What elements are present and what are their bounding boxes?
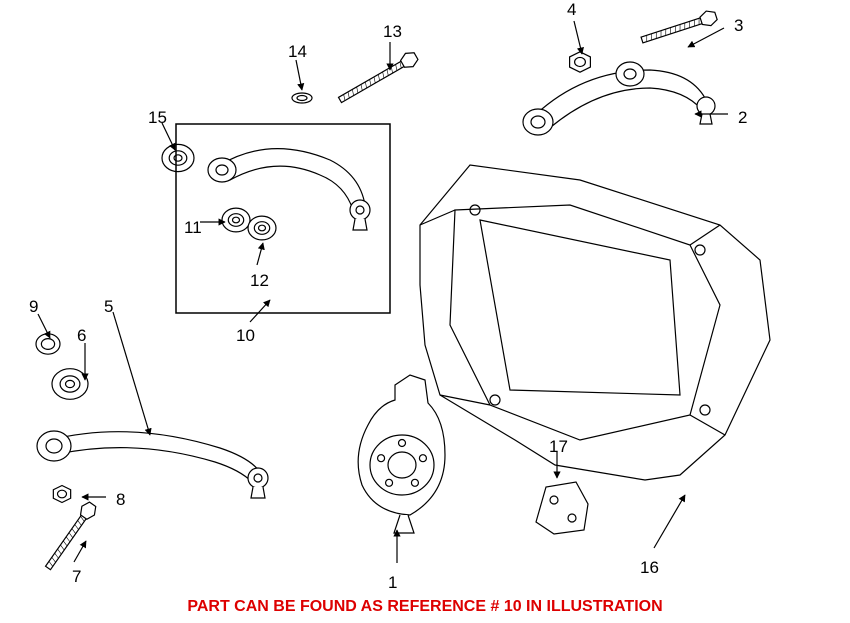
callout-2: 2	[738, 108, 747, 128]
parts-diagram-canvas: 1234567891011121314151617 PART CAN BE FO…	[0, 0, 850, 623]
callout-1: 1	[388, 573, 397, 593]
callout-6: 6	[77, 326, 86, 346]
diagram-svg	[0, 0, 850, 623]
callout-12: 12	[250, 271, 269, 291]
callout-3: 3	[734, 16, 743, 36]
callout-8: 8	[116, 490, 125, 510]
callout-17: 17	[549, 437, 568, 457]
callout-11: 11	[184, 218, 202, 238]
callout-4: 4	[567, 0, 576, 20]
callout-13: 13	[383, 22, 402, 42]
callout-5: 5	[104, 297, 113, 317]
callout-10: 10	[236, 326, 255, 346]
callout-9: 9	[29, 297, 38, 317]
callout-15: 15	[148, 108, 167, 128]
callout-14: 14	[288, 42, 307, 62]
callout-16: 16	[640, 558, 659, 578]
footer-reference-note: PART CAN BE FOUND AS REFERENCE # 10 IN I…	[0, 598, 850, 616]
callout-7: 7	[72, 567, 81, 587]
